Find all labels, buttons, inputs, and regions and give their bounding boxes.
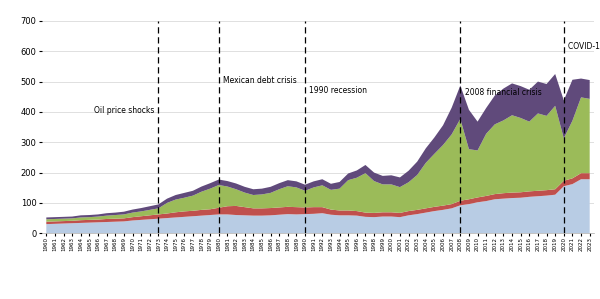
Text: 1990 recession: 1990 recession — [310, 86, 367, 95]
Text: COVID-19 pandemic: COVID-19 pandemic — [568, 42, 600, 51]
Text: Oil price shocks: Oil price shocks — [94, 106, 154, 115]
Text: Mexican debt crisis: Mexican debt crisis — [223, 76, 297, 85]
Text: 2008 financial crisis: 2008 financial crisis — [464, 88, 541, 97]
